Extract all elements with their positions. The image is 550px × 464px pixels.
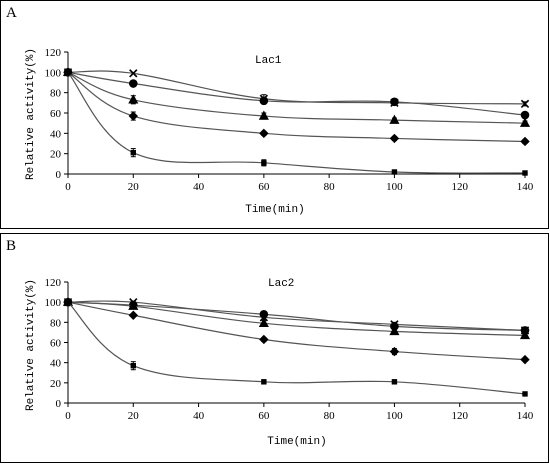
panel-a-point-triangle <box>519 117 531 127</box>
panel-a-x-tick-label: 40 <box>193 181 205 193</box>
panel-a-point-square <box>261 160 267 166</box>
panel-a-x-axis-title: Time(min) <box>245 204 304 216</box>
panel-a-y-tick-label: 80 <box>50 88 62 100</box>
panel-b-x-tick-label: 40 <box>193 410 205 422</box>
panel-b-y-tick-label: 40 <box>50 358 62 370</box>
panel-b-plot-area: 0 20 40 60 80 100 120 0 20 40 60 80 100 120 140 <box>45 277 534 422</box>
panel-b-x-tick-label: 140 <box>517 410 534 422</box>
panel-a-series-diamond <box>63 67 530 147</box>
panel-a-series-circle <box>63 68 530 120</box>
panel-a-plot-area: 0 20 40 60 80 100 120 0 20 40 60 80 100 120 140 <box>45 47 534 193</box>
panel-b-x-tick-label: 100 <box>386 410 403 422</box>
panel-b-x-axis-title: Time(min) <box>267 436 326 448</box>
panel-b-x-tick-label: 80 <box>324 410 336 422</box>
panel-a-point-circle <box>259 96 269 106</box>
panel-b-frame <box>0 233 549 463</box>
panel-b-x-tick-label: 60 <box>258 410 270 422</box>
panel-b-point-triangle <box>128 300 139 310</box>
panel-a-series-triangle-line <box>67 71 526 124</box>
panel-b-point-square <box>261 379 267 385</box>
panel-b-series-diamond-line <box>67 301 526 361</box>
panel-a-series-x-cross-line <box>67 70 526 105</box>
panel-a-x-tick-label: 80 <box>324 181 336 193</box>
panel-a-point-square <box>130 149 136 156</box>
panel-a-point-x-cross <box>520 99 530 109</box>
panel-b-series-square <box>65 299 528 397</box>
panel-a-y-tick-label: 100 <box>45 67 62 79</box>
panel-b-y-axis-title: Relative activity(%) <box>25 279 37 411</box>
panel-b-point-triangle <box>389 325 400 336</box>
panel-a-title: Lac1 <box>255 55 282 67</box>
panel-b-series-triangle-line <box>67 301 526 337</box>
panel-a-point-triangle <box>389 114 400 124</box>
panel-b-point-square <box>65 299 71 305</box>
panel-a-y-axis-title: Relative activity(%) <box>25 48 37 180</box>
panel-b-y-tick-label: 80 <box>50 317 62 329</box>
panel-b-x-tick-label: 0 <box>65 410 71 422</box>
panel-a-point-x-cross <box>129 69 138 78</box>
panel-a-y-tick-label: 20 <box>50 149 62 161</box>
panel-b: B Lac2 Time(min) Relative activity(%) 0 2… <box>0 233 549 463</box>
panel-b-point-square <box>522 391 528 397</box>
panel-b-series-triangle <box>62 296 531 340</box>
panel-a-point-square <box>522 170 528 176</box>
panel-a-series-square-line <box>67 71 526 174</box>
panel-b-point-diamond <box>259 334 269 345</box>
panel-b-point-square <box>391 379 398 385</box>
panel-b-x-tick-label: 20 <box>128 410 140 422</box>
panel-a: A Lac1 Time(min) Relative activity(%) 0 2… <box>0 0 549 229</box>
panel-a-x-tick-label: 60 <box>258 181 270 193</box>
panel-a-point-square <box>65 69 71 76</box>
panel-a-point-diamond <box>128 111 138 121</box>
panel-a-point-triangle <box>128 94 139 104</box>
panel-b-x-tick-label: 120 <box>451 410 468 422</box>
panel-b-point-diamond <box>128 310 138 320</box>
panel-a-point-triangle <box>258 110 269 120</box>
panel-a-letter: A <box>6 5 17 21</box>
panel-a-point-circle <box>390 97 399 107</box>
panel-b-y-tick-label: 0 <box>56 398 62 410</box>
panel-b-series-x-cross-line <box>67 300 526 331</box>
panel-a-series-square <box>65 69 528 176</box>
panel-a-frame <box>0 0 549 229</box>
panel-a-point-diamond <box>389 133 400 144</box>
panel-b-y-tick-label: 100 <box>45 297 62 309</box>
panel-b-letter: B <box>6 238 16 254</box>
panel-b-point-diamond <box>389 346 400 357</box>
panel-a-y-tick-label: 40 <box>50 128 62 140</box>
panel-a-point-diamond <box>520 136 530 147</box>
panel-a-point-circle <box>128 79 138 88</box>
panel-a-y-tick-label: 120 <box>45 47 62 59</box>
panel-a-x-tick-label: 140 <box>517 181 534 193</box>
panel-b-point-circle <box>259 309 269 319</box>
panel-b-point-triangle <box>519 329 531 340</box>
panel-b-y-tick-label: 20 <box>50 378 62 390</box>
panel-a-point-square <box>391 169 398 175</box>
panel-a-x-tick-label: 120 <box>451 181 468 193</box>
panel-b-point-square <box>130 362 136 369</box>
panel-b-point-diamond <box>520 354 530 365</box>
panel-b-title: Lac2 <box>268 278 294 290</box>
panel-a-point-x-cross-stroke-b <box>129 69 138 78</box>
panel-a-x-tick-label: 100 <box>386 181 403 193</box>
panel-b-y-tick-label: 120 <box>45 277 62 289</box>
panel-a-point-x-cross-stroke-b <box>520 99 530 109</box>
panel-b-point-triangle <box>258 317 269 328</box>
panel-a-point-diamond <box>259 128 269 139</box>
panel-a-x-tick-label: 0 <box>65 181 71 193</box>
panel-a-series-circle-line <box>67 71 526 116</box>
panel-a-y-tick-label: 60 <box>50 108 62 120</box>
panel-a-y-tick-label: 0 <box>56 169 62 181</box>
panel-b-y-tick-label: 60 <box>50 338 62 350</box>
panel-a-x-tick-label: 20 <box>128 181 140 193</box>
